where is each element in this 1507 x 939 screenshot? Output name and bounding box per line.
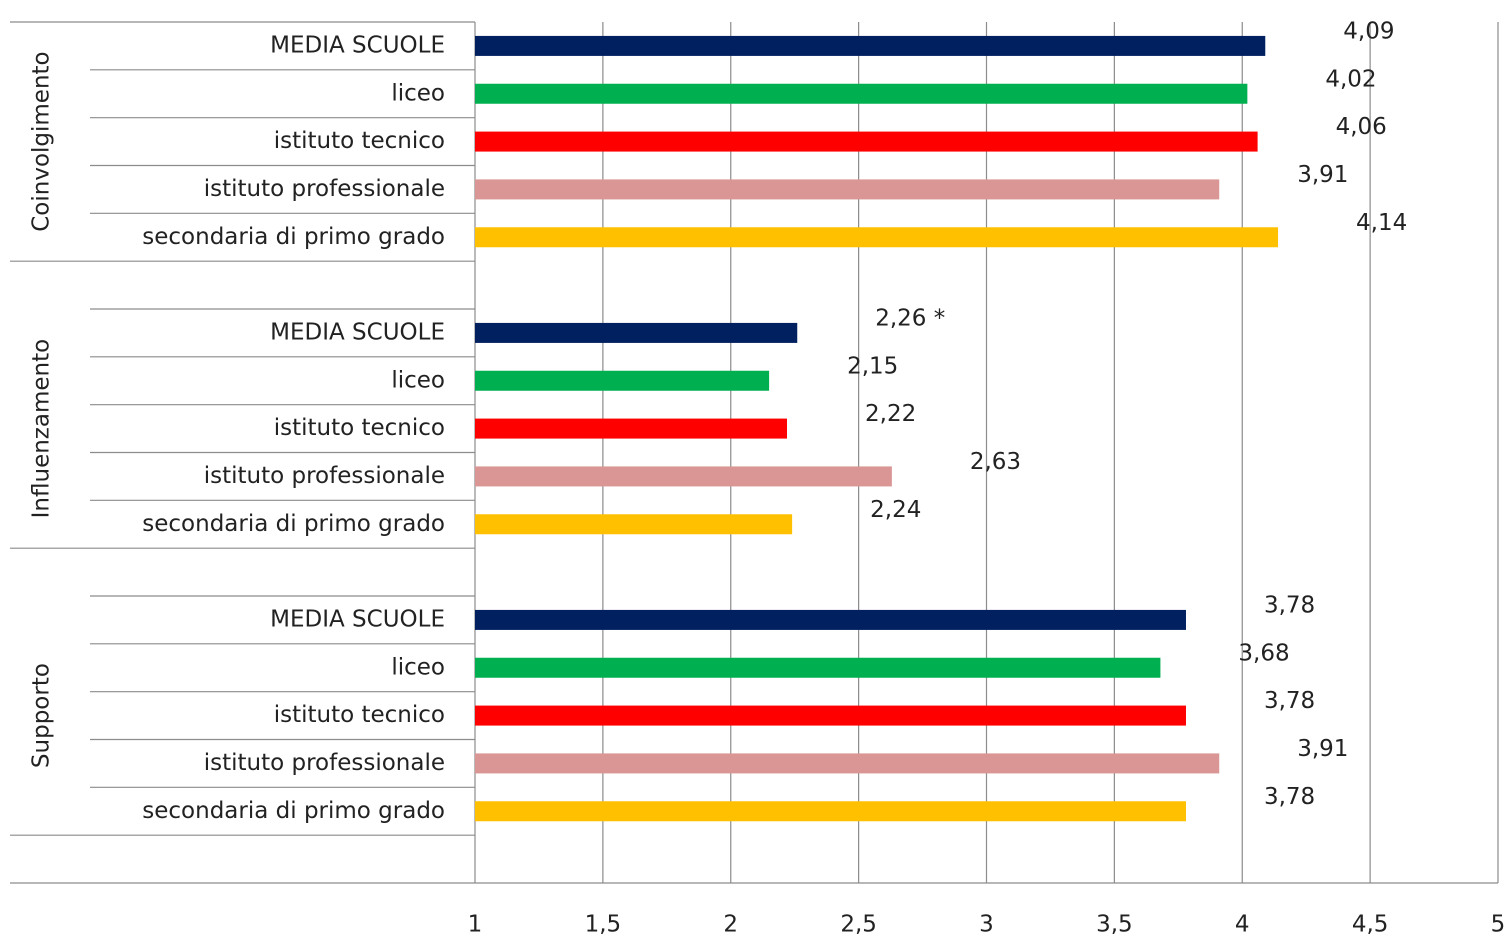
bar [475, 227, 1279, 248]
category-label: secondaria di primo grado [142, 511, 445, 537]
x-tick-label: 2 [723, 912, 738, 938]
x-tick-label: 4 [1235, 912, 1250, 938]
category-label: MEDIA SCUOLE [270, 32, 445, 58]
bar [475, 657, 1161, 678]
bar [475, 609, 1186, 630]
group-label: Coinvolgimento [29, 51, 55, 231]
bar [475, 131, 1258, 152]
data-label: 4,14 [1356, 210, 1407, 236]
x-tick-label: 3,5 [1096, 912, 1133, 938]
data-label: 2,15 [847, 353, 898, 379]
group-label: Influenzamento [29, 339, 55, 519]
category-label: istituto tecnico [274, 702, 445, 728]
category-label: istituto professionale [204, 463, 445, 489]
bar [475, 705, 1186, 726]
data-label: 3,78 [1264, 592, 1315, 618]
bar [475, 801, 1186, 822]
category-label: secondaria di primo grado [142, 224, 445, 250]
x-tick-label: 2,5 [840, 912, 877, 938]
bar [475, 35, 1266, 56]
data-label: 3,91 [1297, 736, 1348, 762]
category-label: istituto professionale [204, 750, 445, 776]
x-tick-label: 1 [468, 912, 483, 938]
x-tick-label: 5 [1491, 912, 1506, 938]
x-tick-label: 3 [979, 912, 994, 938]
category-label: MEDIA SCUOLE [270, 319, 445, 345]
bar [475, 514, 793, 535]
x-tick-label: 4,5 [1352, 912, 1389, 938]
bar [475, 83, 1248, 104]
data-label: 3,78 [1264, 784, 1315, 810]
category-label: istituto tecnico [274, 128, 445, 154]
bar [475, 322, 798, 343]
data-label: 3,91 [1297, 162, 1348, 188]
data-label: 3,68 [1238, 640, 1289, 666]
category-label: istituto professionale [204, 176, 445, 202]
data-label: 4,02 [1325, 66, 1376, 92]
bar [475, 753, 1220, 774]
bar [475, 179, 1220, 200]
data-label: 2,24 [870, 497, 921, 523]
data-label: 3,78 [1264, 688, 1315, 714]
bar [475, 370, 770, 391]
data-label: 2,26 * [875, 305, 945, 331]
x-tick-label: 1,5 [585, 912, 622, 938]
group-label: Supporto [29, 663, 55, 768]
category-label: liceo [391, 80, 445, 106]
data-label: 4,09 [1343, 18, 1394, 44]
bar [475, 418, 788, 439]
data-label: 2,22 [865, 401, 916, 427]
category-label: MEDIA SCUOLE [270, 606, 445, 632]
data-label: 4,06 [1336, 114, 1387, 140]
category-label: secondaria di primo grado [142, 798, 445, 824]
bar [475, 466, 892, 487]
category-label: liceo [391, 654, 445, 680]
category-label: istituto tecnico [274, 415, 445, 441]
category-label: liceo [391, 367, 445, 393]
data-label: 2,63 [970, 449, 1021, 475]
